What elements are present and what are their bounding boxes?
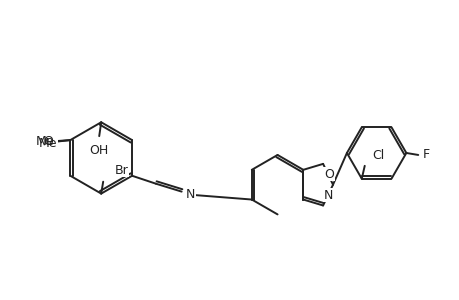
Text: Me: Me <box>39 136 57 150</box>
Text: OH: OH <box>90 144 109 157</box>
Text: Me: Me <box>35 135 54 148</box>
Text: Br: Br <box>115 164 129 177</box>
Text: F: F <box>422 148 429 161</box>
Text: O: O <box>44 135 53 148</box>
Text: Cl: Cl <box>372 149 384 162</box>
Text: O: O <box>324 168 333 181</box>
Text: O: O <box>40 136 50 150</box>
Text: N: N <box>185 188 195 201</box>
Text: N: N <box>324 188 333 202</box>
